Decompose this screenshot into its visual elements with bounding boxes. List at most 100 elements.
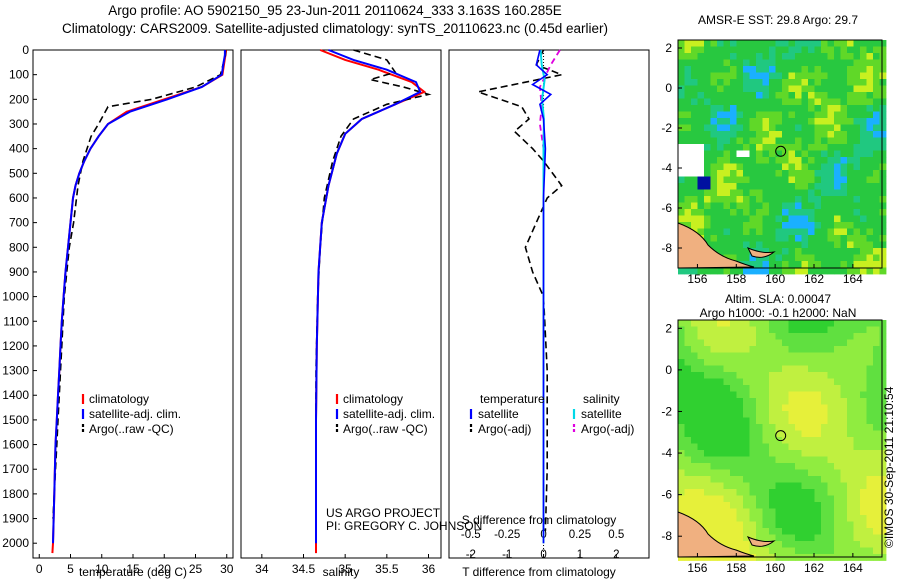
temperature-legend-label-0: climatology — [89, 392, 149, 406]
depth-tick-label-900: 900 — [9, 265, 29, 279]
sla-map-y-tick-label-2: 2 — [665, 321, 672, 335]
diff-legend-label-3: Argo(-adj) — [581, 422, 634, 436]
depth-tick-label-1400: 1400 — [2, 388, 29, 402]
salinity-x-tick-label-34.5: 34.5 — [292, 562, 316, 576]
depth-tick-label-800: 800 — [9, 240, 29, 254]
temp-satellite-line — [52, 50, 226, 544]
sdiff-tick-label-3: 0.25 — [569, 529, 591, 541]
tdiff-legend-title: temperature — [480, 392, 545, 406]
salinity-legend-label-1: satellite-adj. clim. — [343, 407, 435, 421]
sla-map-x-tick-label-160: 160 — [765, 561, 785, 575]
sla-map-coastline — [677, 511, 755, 558]
temperature-legend-label-1: satellite-adj. clim. — [89, 407, 181, 421]
sla-map-title: Altim. SLA: 0.00047 — [724, 292, 832, 306]
sst-map-x-tick-label-164: 164 — [843, 272, 863, 286]
temperature-x-tick-label-20: 20 — [158, 562, 172, 576]
tdiff-tick-label--2: -2 — [466, 549, 476, 561]
depth-tick-label-500: 500 — [9, 166, 29, 180]
depth-tick-label-1500: 1500 — [2, 413, 29, 427]
project-pi: PI: GREGORY C. JOHNSON — [326, 519, 482, 533]
diff-legend-label-2: satellite — [581, 407, 622, 421]
depth-tick-label-1900: 1900 — [2, 512, 29, 526]
sst-map-y-tick-label--8: -8 — [661, 241, 672, 255]
depth-tick-label-1600: 1600 — [2, 438, 29, 452]
temperature-x-tick-label-5: 5 — [67, 562, 74, 576]
depth-tick-label-100: 100 — [9, 68, 29, 82]
sst-map-x-tick-label-160: 160 — [765, 272, 785, 286]
sla-map-x-tick-label-158: 158 — [726, 561, 746, 575]
sdiff-x-label: S difference from climatology — [462, 513, 617, 527]
temperature-x-tick-label-0: 0 — [36, 562, 43, 576]
salinity-plot-frame — [240, 49, 442, 559]
sdiff-tick-label-1: -0.25 — [494, 529, 520, 541]
temperature-x-tick-label-10: 10 — [95, 562, 109, 576]
plot-title-line1: Argo profile: AO 5902150_95 23-Jun-2011 … — [108, 3, 562, 18]
sla-map-x-tick-label-156: 156 — [687, 561, 707, 575]
temperature-x-tick-label-25: 25 — [189, 562, 203, 576]
sst-map-y-tick-label--2: -2 — [661, 121, 672, 135]
imos-timestamp: ©IMOS 30-Sep-2011 21:10:54 — [882, 386, 896, 548]
salinity-legend-label-2: Argo(..raw -QC) — [343, 422, 428, 436]
depth-tick-label-1800: 1800 — [2, 487, 29, 501]
sla-map-frame — [677, 319, 883, 558]
salinity-x-tick-label-36: 36 — [422, 562, 436, 576]
salinity-x-tick-label-35: 35 — [338, 562, 352, 576]
depth-tick-label-1300: 1300 — [2, 364, 29, 378]
sdiff-legend-title: salinity — [583, 392, 620, 406]
temperature-x-tick-label-15: 15 — [126, 562, 140, 576]
difference-plot-frame — [448, 49, 650, 559]
depth-tick-label-300: 300 — [9, 117, 29, 131]
sla-map-y-tick-label-0: 0 — [665, 363, 672, 377]
depth-tick-label-700: 700 — [9, 216, 29, 230]
plot-title-line2: Climatology: CARS2009. Satellite-adjuste… — [61, 21, 609, 36]
depth-tick-label-1000: 1000 — [2, 290, 29, 304]
depth-tick-label-0: 0 — [22, 43, 29, 57]
sst-map-x-tick-label-156: 156 — [687, 272, 707, 286]
sst-map-x-tick-label-162: 162 — [804, 272, 824, 286]
temperature-x-label: temperature (deg C) — [79, 565, 187, 579]
tdiff-tick-label-2: 2 — [613, 549, 619, 561]
depth-tick-label-200: 200 — [9, 92, 29, 106]
sla-map-y-tick-label--4: -4 — [661, 446, 672, 460]
temp-argo-line — [52, 50, 227, 519]
sst-map-frame — [677, 39, 883, 269]
sal-climatology-line — [315, 49, 427, 554]
sla-map-y-tick-label--6: -6 — [661, 488, 672, 502]
sst-map-coastline — [677, 222, 755, 269]
sst-map-y-tick-label--4: -4 — [661, 161, 672, 175]
project-name: US ARGO PROJECT — [326, 506, 441, 520]
depth-tick-label-1200: 1200 — [2, 339, 29, 353]
tdiff-tick-label-1: 1 — [577, 549, 583, 561]
sst-map-title: AMSR-E SST: 29.8 Argo: 29.7 — [697, 13, 859, 27]
sla-map-subtitle: Argo h1000: -0.1 h2000: NaN — [699, 306, 857, 320]
tdiff-satellite-line — [531, 49, 553, 544]
salinity-x-label: salinity — [323, 565, 360, 579]
depth-tick-label-1700: 1700 — [2, 462, 29, 476]
sla-map-island — [746, 536, 776, 547]
temperature-legend-label-2: Argo(..raw -QC) — [89, 422, 174, 436]
temperature-x-tick-label-30: 30 — [220, 562, 234, 576]
depth-tick-label-2000: 2000 — [2, 536, 29, 550]
sdiff-tick-label-0: -0.5 — [461, 529, 481, 541]
sst-map-argo-location-marker — [775, 145, 787, 157]
tdiff-tick-label--1: -1 — [502, 549, 512, 561]
salinity-legend-label-0: climatology — [343, 392, 403, 406]
sst-map-field — [678, 40, 887, 275]
temp-climatology-line — [51, 49, 228, 554]
sdiff-tick-label-4: 0.5 — [608, 529, 624, 541]
sla-map-field — [678, 320, 887, 561]
sla-map-y-tick-label--8: -8 — [661, 529, 672, 543]
sla-map-x-tick-label-164: 164 — [843, 561, 863, 575]
depth-tick-label-1100: 1100 — [3, 314, 29, 328]
diff-legend-label-0: satellite — [478, 407, 519, 421]
sla-map-argo-location-marker — [775, 430, 787, 442]
sst-map-y-tick-label-2: 2 — [665, 41, 672, 55]
sla-map-x-tick-label-162: 162 — [804, 561, 824, 575]
salinity-x-tick-label-35.5: 35.5 — [375, 562, 399, 576]
sal-satellite-line — [315, 49, 422, 544]
sal-argo-line — [315, 49, 432, 470]
sst-map-x-tick-label-158: 158 — [726, 272, 746, 286]
depth-tick-label-600: 600 — [9, 191, 29, 205]
sst-map-island — [746, 247, 776, 258]
